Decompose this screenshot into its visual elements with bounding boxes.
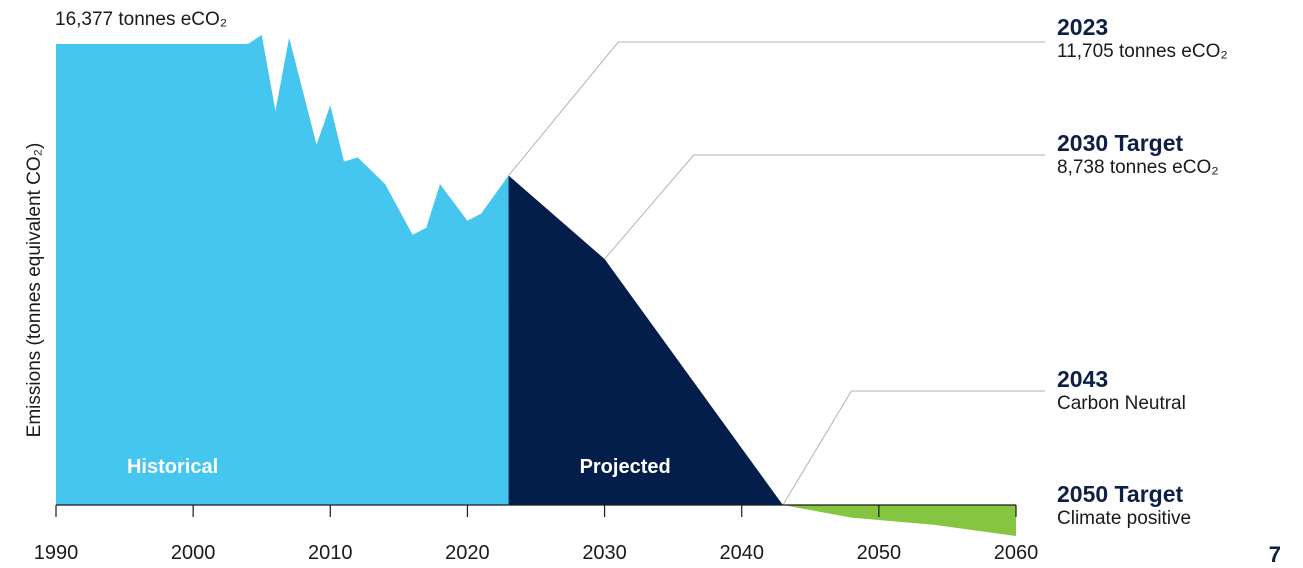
annotation-2043: 2043 Carbon Neutral: [1057, 366, 1186, 416]
leader-line-2030-target: [604, 154, 1045, 260]
y-axis-label: Emissions (tonnes equivalent CO₂): [24, 143, 45, 438]
annotation-desc: Climate positive: [1057, 508, 1192, 529]
annotation-desc: 11,705 tonnes eCO₂: [1057, 41, 1228, 62]
x-tick-label-2020: 2020: [445, 542, 490, 564]
annotation-year: 2050 Target: [1057, 481, 1184, 507]
x-tick-label-1990: 1990: [34, 542, 79, 564]
annotation-2030-target: 2030 Target 8,738 tonnes eCO₂: [1057, 130, 1219, 180]
historical-area: [56, 34, 509, 505]
x-tick-label-2030: 2030: [582, 542, 627, 564]
annotation-year: 2043: [1057, 366, 1109, 392]
leader-line-2023: [508, 41, 1045, 176]
x-tick-label-2040: 2040: [719, 542, 764, 564]
series-label-projected: Projected: [580, 456, 671, 478]
annotation-2023: 2023 11,705 tonnes eCO₂: [1057, 14, 1228, 64]
leader-line-2043: [782, 390, 1045, 506]
projected-area: [508, 175, 783, 505]
annotation-year: 2023: [1057, 14, 1109, 40]
annotation-desc: Carbon Neutral: [1057, 393, 1186, 414]
annotation-desc: 8,738 tonnes eCO₂: [1057, 157, 1219, 178]
climate-positive-area: [782, 505, 1016, 536]
x-tick-label-2000: 2000: [171, 542, 216, 564]
annotation-2050-target: 2050 Target Climate positive: [1057, 481, 1191, 531]
x-tick-label-2060: 2060: [994, 542, 1039, 564]
series-label-historical: Historical: [127, 456, 218, 478]
x-tick-label-2010: 2010: [308, 542, 353, 564]
annotation-year: 2030 Target: [1057, 130, 1184, 156]
x-tick-label-2050: 2050: [857, 542, 902, 564]
peak-label: 16,377 tonnes eCO₂: [55, 9, 227, 30]
page-number: 7: [1268, 542, 1281, 567]
